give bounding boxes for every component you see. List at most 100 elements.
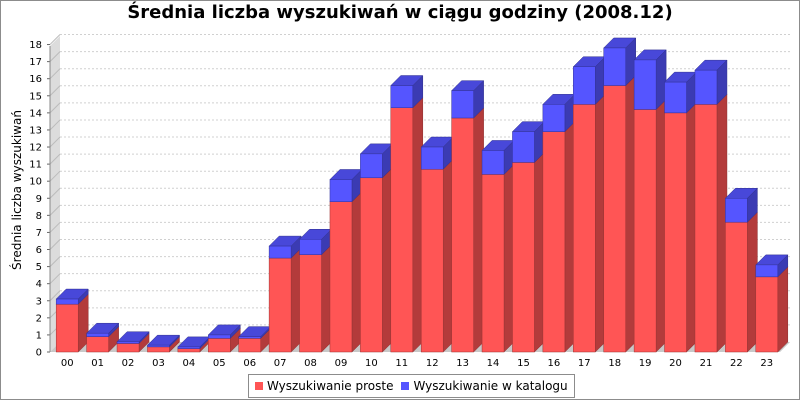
bar-front [86,336,109,353]
grid-line-side [49,119,61,131]
bar-front [177,346,201,349]
bar-front [573,66,596,105]
x-tick-label: 13 [456,358,469,369]
bar-front [268,257,292,353]
bar-segment-proste [663,102,698,353]
bar-front [238,338,261,353]
bars [55,37,789,353]
plot-side-wall [50,36,60,352]
bar-front [725,221,748,353]
bar-front [633,59,657,110]
bar-front [512,162,535,353]
x-tick-label: 18 [608,358,621,369]
bar-segment-katalog [633,49,667,111]
y-tick-label: 18 [29,40,42,51]
bar-front [664,112,687,353]
y-tick-label: 10 [29,177,42,188]
grid-line-side [49,68,61,80]
x-tick-label: 21 [700,358,713,369]
y-tick-label: 9 [36,194,42,205]
grid-line-side [49,222,61,233]
bar-segment-proste [755,266,789,353]
grid-line-side [49,170,61,182]
x-tick-label: 05 [213,358,226,369]
x-tick-label: 15 [517,358,530,369]
bar-segment-katalog [572,56,606,105]
x-tick-label: 01 [91,358,104,369]
grid-line-side [49,102,61,114]
y-tick-label: 13 [29,125,42,136]
grid-line-side [49,85,61,97]
chart-title: Średnia liczba wyszukiwań w ciągu godzin… [127,2,673,23]
bar-segment-katalog [86,322,120,338]
bar-front [603,47,626,86]
bar-front [755,276,779,353]
grid-line-side [49,239,61,250]
x-tick-label: 14 [487,358,500,369]
x-axis-ticks: 00 01 02 03 04 05 06 07 08 09 10 11 12 13 14 15 16 17 18 19… [61,358,773,369]
x-tick-label: 10 [365,358,378,369]
bar-front [420,168,444,353]
x-tick-label: 11 [395,358,408,369]
legend-label-series-1: Wyszukiwanie proste [267,379,394,393]
x-tick-label: 07 [274,358,287,369]
y-tick-label: 1 [36,330,42,341]
x-tick-label: 04 [183,358,196,369]
legend-label-series-2: Wyszukiwanie w katalogu [413,379,568,393]
bar-front [86,332,109,337]
bar-front [208,334,231,339]
bar-side [777,266,789,353]
grid-line-side [49,204,61,216]
y-tick-label: 7 [36,228,42,239]
bar-segment-katalog [268,235,302,259]
bar-segment-proste [451,107,485,353]
bar-front [573,104,596,353]
bar-front [147,344,170,348]
bar-front [329,179,353,202]
bar-front [238,336,261,339]
legend-item-series-2: Wyszukiwanie w katalogu [401,379,568,393]
bar-front [451,90,474,119]
bar-segment-katalog [329,168,363,203]
bar-front [542,131,566,353]
legend: Wyszukiwanie proste Wyszukiwanie w katal… [248,374,575,398]
bar-segment-katalog [724,187,758,223]
y-tick-label: 0 [36,348,42,359]
bar-front [481,150,505,175]
bar-segment-proste [298,244,333,353]
bar-front [116,343,140,353]
grid-line-side [49,290,61,302]
bar-segment-proste [694,93,728,353]
bar-front [177,348,201,353]
bar-front [299,239,322,255]
bar-segment-proste [542,121,576,353]
bar-front [694,69,718,105]
y-tick-label: 8 [36,211,42,222]
y-tick-label: 5 [36,262,42,273]
y-tick-label: 16 [29,74,42,85]
grid-line-side [49,187,61,199]
bar-front [147,346,170,353]
bar-segment-katalog [207,324,241,339]
bar-front [268,245,292,259]
bar-segment-katalog [390,74,424,109]
bar-front [512,131,535,163]
bar-segment-katalog [420,136,454,170]
bar-front [360,177,383,353]
bar-segment-katalog [298,228,333,256]
bar-segment-katalog [146,334,181,348]
x-tick-label: 22 [730,358,743,369]
legend-swatch-blue [401,382,410,390]
x-tick-label: 09 [335,358,348,369]
bar-front [390,85,414,108]
bar-front [360,153,383,179]
y-tick-label: 12 [29,143,42,154]
bar-segment-katalog [55,288,89,305]
bar-front [755,264,779,278]
bar-front [664,81,687,114]
x-tick-label: 08 [304,358,317,369]
x-tick-label: 02 [122,358,135,369]
bar-segment-katalog [755,254,789,278]
